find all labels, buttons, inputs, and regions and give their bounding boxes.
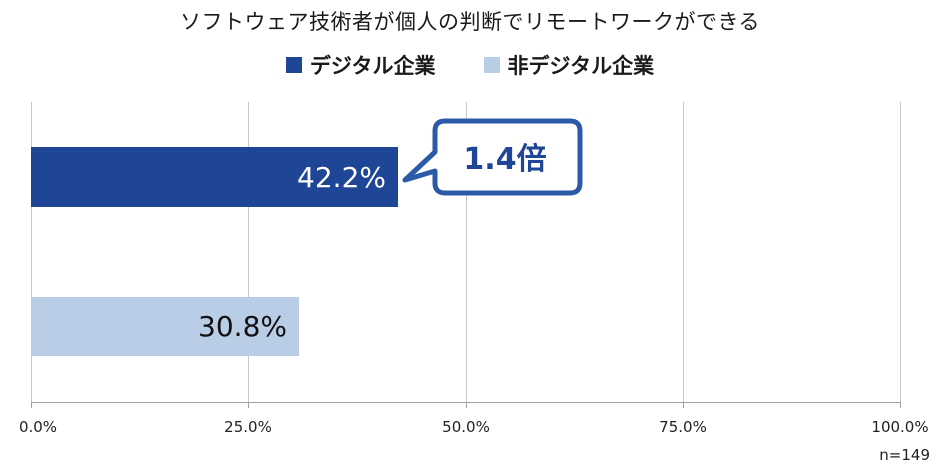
x-tick [248,402,249,408]
legend-item-non-digital: 非デジタル企業 [483,50,655,80]
legend-label-digital: デジタル企業 [309,54,436,78]
legend-label-non-digital: 非デジタル企業 [507,54,655,78]
x-tick [683,402,684,408]
gridline-25 [248,102,249,402]
x-tick-label: 25.0% [224,418,272,436]
bar-digital: 42.2% [31,147,398,207]
x-tick-label: 100.0% [871,418,929,436]
x-tick [466,402,467,408]
chart-title: ソフトウェア技術者が個人の判断でリモートワークができる [179,10,761,34]
gridline-75 [683,102,684,402]
x-tick-label: 50.0% [442,418,490,436]
bar-non-digital: 30.8% [31,297,299,356]
legend-item-digital: デジタル企業 [285,50,436,80]
bar-value-digital: 42.2% [297,160,386,194]
legend-swatch-non-digital [483,57,500,73]
gridline-100 [900,102,901,402]
callout-bubble [402,118,583,196]
legend-swatch-digital [285,57,302,73]
x-tick [900,402,901,408]
sample-size-note: n=149 [879,446,930,464]
gridline-50 [466,102,467,402]
callout-text: 1.4倍 [463,142,547,177]
bar-value-non-digital: 30.8% [198,310,287,343]
x-tick [31,402,32,408]
x-tick-label: 0.0% [18,418,58,436]
x-tick-label: 75.0% [659,418,707,436]
legend: デジタル企業 非デジタル企業 [0,50,940,80]
gridline-0 [31,102,32,402]
